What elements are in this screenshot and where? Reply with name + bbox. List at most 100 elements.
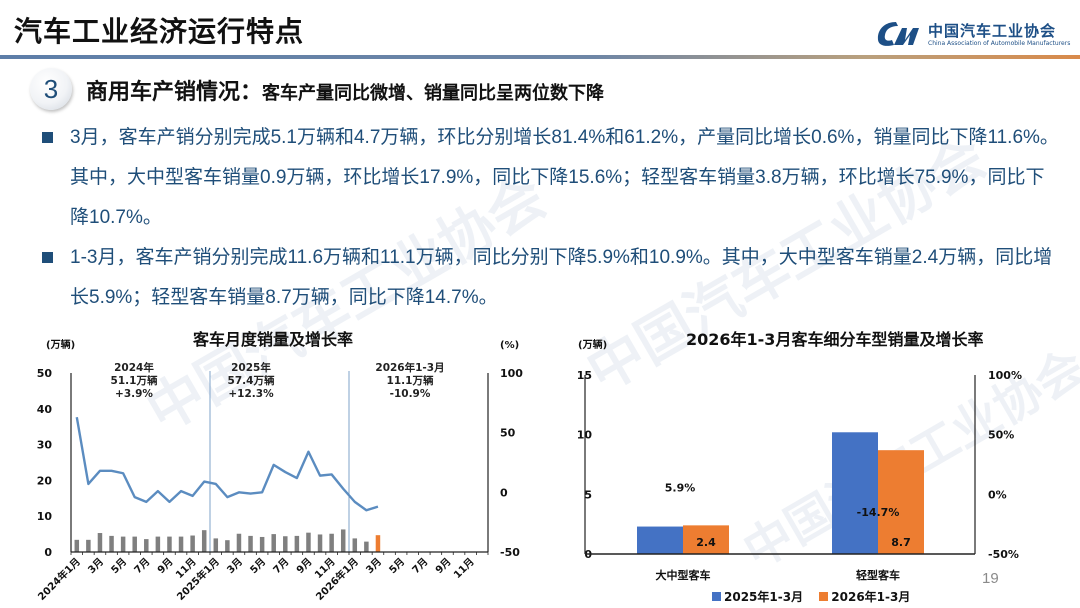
chart-legend: 2025年1-3月 2026年1-3月 bbox=[712, 588, 922, 605]
square-bullet-icon bbox=[42, 132, 53, 143]
sales-bar bbox=[340, 529, 346, 552]
legend-swatch-orange bbox=[819, 592, 829, 601]
sales-bar bbox=[144, 539, 149, 552]
x-tick-label: 7月 bbox=[410, 556, 430, 576]
sales-bar bbox=[132, 536, 137, 552]
right-axis-unit: (%) bbox=[500, 340, 519, 351]
y-tick-left: 20 bbox=[37, 474, 53, 487]
y-tick-right: 50% bbox=[988, 429, 1014, 442]
y-tick-right: 50 bbox=[500, 427, 516, 440]
sales-bar bbox=[178, 536, 184, 552]
x-tick-label: 11月 bbox=[451, 556, 476, 581]
y-tick-right: -50 bbox=[500, 546, 520, 559]
svg-text:+12.3%: +12.3% bbox=[228, 388, 274, 400]
page-title: 汽车工业经济运行特点 bbox=[14, 15, 305, 48]
x-tick-label: 9月 bbox=[155, 556, 175, 576]
monthly-sales-chart: 客车月度销量及增长率 (万辆) (%) 50 40 30 20 10 0 100 50 0 -50 20… bbox=[0, 320, 540, 608]
section-number-badge: 3 bbox=[30, 68, 72, 110]
x-tick-label: 5月 bbox=[109, 556, 129, 576]
growth-rate-line bbox=[75, 416, 379, 512]
category-label: 轻型客车 bbox=[856, 568, 900, 582]
svg-text:11.1万辆: 11.1万辆 bbox=[387, 374, 434, 387]
x-tick-label: 5月 bbox=[387, 556, 407, 576]
y-tick-left: 10 bbox=[37, 510, 53, 523]
sales-bar bbox=[248, 535, 253, 552]
sales-bar bbox=[259, 536, 265, 552]
svg-text:2024年: 2024年 bbox=[114, 361, 154, 374]
sales-bar bbox=[271, 534, 276, 552]
segment-bar bbox=[832, 432, 878, 554]
value-label: 8.7 bbox=[891, 536, 911, 549]
sales-bar bbox=[167, 536, 172, 552]
y-tick-left: 15 bbox=[577, 369, 592, 382]
bullet-text: 3月，客车产销分别完成5.1万辆和4.7万辆，环比分别增长81.4%和61.2%… bbox=[70, 127, 1059, 228]
svg-text:2026年1-3月: 2026年1-3月 bbox=[375, 361, 444, 374]
sales-bar bbox=[120, 536, 126, 552]
sales-bar bbox=[213, 538, 219, 552]
left-axis-unit: (万辆) bbox=[46, 338, 75, 351]
legend-item-2025: 2025年1-3月 bbox=[712, 590, 803, 604]
section-title-sub: 客车产量同比微增、销量同比呈两位数下降 bbox=[262, 83, 605, 104]
y-tick-right: 0% bbox=[988, 488, 1007, 501]
y-tick-right: 0 bbox=[500, 486, 508, 499]
x-tick-label: 3月 bbox=[364, 556, 384, 576]
chart-title: 客车月度销量及增长率 bbox=[193, 330, 354, 349]
chart-title: 2026年1-3月客车细分车型销量及增长率 bbox=[686, 330, 984, 349]
y-tick-left: 30 bbox=[37, 439, 53, 452]
y-tick-left: 40 bbox=[37, 403, 53, 416]
growth-label: 5.9% bbox=[665, 481, 696, 494]
legend-label: 2025年1-3月 bbox=[724, 590, 804, 604]
segment-bar bbox=[683, 525, 729, 554]
value-label: 2.4 bbox=[696, 536, 716, 549]
section-heading: 3 商用车产销情况：客车产量同比微增、销量同比呈两位数下降 bbox=[30, 66, 1070, 112]
y-tick-right: -50% bbox=[988, 548, 1019, 561]
logo-en-text: China Association of Automobile Manufact… bbox=[928, 40, 1071, 47]
sales-bar bbox=[74, 539, 80, 552]
y-tick-left: 50 bbox=[37, 367, 53, 380]
legend-label: 2026年1-3月 bbox=[831, 590, 911, 604]
sales-bar bbox=[109, 535, 114, 552]
sales-bar bbox=[352, 538, 358, 552]
svg-text:2025年: 2025年 bbox=[231, 361, 271, 374]
x-tick-label: 9月 bbox=[433, 556, 453, 576]
bullet-text: 1-3月，客车产销分别完成11.6万辆和11.1万辆，同比分别下降5.9%和10… bbox=[70, 247, 1053, 308]
sales-bar bbox=[236, 533, 242, 552]
sales-bar bbox=[329, 533, 334, 552]
sales-bar bbox=[155, 536, 161, 552]
legend-swatch-blue bbox=[712, 592, 721, 601]
sales-bar bbox=[364, 541, 369, 552]
section-title-main: 商用车产销情况： bbox=[86, 80, 263, 105]
sales-bar bbox=[283, 536, 288, 552]
svg-text:+3.9%: +3.9% bbox=[115, 388, 153, 400]
y-tick-left: 5 bbox=[584, 488, 592, 501]
header-divider bbox=[0, 55, 1080, 59]
left-axis-unit: (万辆) bbox=[578, 338, 607, 351]
x-tick-label: 2024年1月 bbox=[35, 555, 83, 603]
bullet-item: 1-3月，客车产销分别完成11.6万辆和11.1万辆，同比分别下降5.9%和10… bbox=[40, 238, 1060, 318]
sales-bar bbox=[190, 535, 195, 552]
segment-sales-plot: (万辆)151050100%50%0%-50%2.45.9%大中型客车8.7-1… bbox=[577, 338, 1022, 582]
sales-bar bbox=[317, 534, 323, 552]
svg-text:51.1万辆: 51.1万辆 bbox=[111, 374, 158, 387]
svg-text:57.4万辆: 57.4万辆 bbox=[228, 374, 275, 387]
y-tick-right: 100 bbox=[500, 367, 523, 380]
x-tick-label: 9月 bbox=[294, 556, 314, 576]
x-tick-label: 7月 bbox=[271, 556, 291, 576]
growth-label: -14.7% bbox=[857, 506, 900, 519]
svg-text:-10.9%: -10.9% bbox=[390, 388, 431, 400]
sales-bar bbox=[225, 540, 230, 552]
bullet-list: 3月，客车产销分别完成5.1万辆和4.7万辆，环比分别增长81.4%和61.2%… bbox=[40, 118, 1060, 318]
y-tick-right: 100% bbox=[988, 369, 1022, 382]
monthly-sales-plot: (万辆) (%)50403020100100500-502024年51.1万辆+3… bbox=[35, 338, 523, 603]
sales-bar bbox=[201, 530, 207, 552]
x-tick-label: 3月 bbox=[225, 556, 245, 576]
y-tick-left: 0 bbox=[44, 546, 52, 559]
sales-bar bbox=[306, 532, 311, 552]
legend-item-2026: 2026年1-3月 bbox=[819, 590, 910, 604]
section-title: 商用车产销情况：客车产量同比微增、销量同比呈两位数下降 bbox=[86, 74, 604, 106]
sales-bar bbox=[375, 535, 381, 552]
x-tick-label: 7月 bbox=[132, 556, 152, 576]
